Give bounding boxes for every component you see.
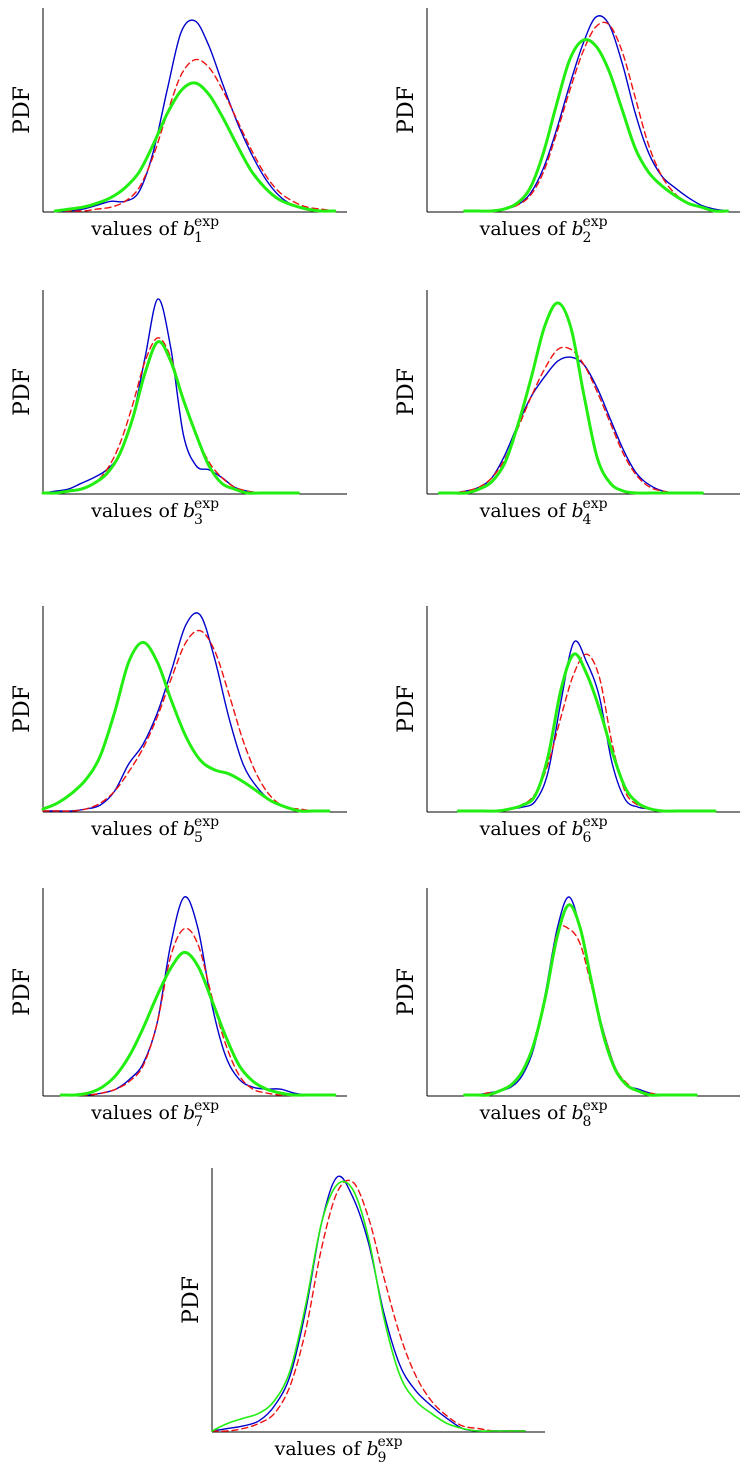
x-axis-label-text: values of xyxy=(479,1102,568,1124)
pdf-curve-series-2 xyxy=(463,925,697,1096)
pdf-curve-series-3 xyxy=(53,81,337,213)
pdf-curve-series-3 xyxy=(59,950,337,1097)
pdf-curve-series-1 xyxy=(54,19,336,212)
x-axis-label-text: values of xyxy=(90,500,179,522)
pdf-curve-series-1 xyxy=(42,298,300,494)
x-axis-label-variable: b xyxy=(572,218,584,240)
y-axis-label: PDF xyxy=(394,368,419,416)
x-axis-label-superscript: exp xyxy=(583,1098,608,1114)
pdf-curve-series-2 xyxy=(463,21,729,212)
x-axis-label-variable: b xyxy=(572,818,584,840)
pdf-curve-series-3 xyxy=(463,903,698,1097)
x-axis-label-text: values of xyxy=(479,500,568,522)
x-axis-label-subscript: 7 xyxy=(194,1114,203,1130)
pdf-curve-series-3 xyxy=(211,1180,526,1432)
x-axis-label-variable: b xyxy=(572,500,584,522)
x-axis-label-variable: b xyxy=(183,218,195,240)
x-axis-label-subscript: 5 xyxy=(194,830,203,846)
x-axis-label-superscript: exp xyxy=(583,214,608,230)
pdf-curve-series-2 xyxy=(211,1179,526,1432)
pdf-curve-series-2 xyxy=(60,927,336,1096)
pdf-curve-series-1 xyxy=(211,1175,526,1432)
y-axis-label: PDF xyxy=(394,968,419,1016)
pdf-curve-series-2 xyxy=(457,653,716,812)
x-axis-label-superscript: exp xyxy=(194,1098,219,1114)
x-axis-label-text: values of xyxy=(90,218,179,240)
x-axis-label-subscript: 6 xyxy=(583,830,592,846)
x-axis-label-subscript: 9 xyxy=(378,1450,387,1465)
pdf-curve-series-2 xyxy=(54,58,336,212)
x-axis-label-text: values of xyxy=(90,1102,179,1124)
y-axis-label: PDF xyxy=(10,685,35,733)
x-axis-label-text: values of xyxy=(90,818,179,840)
pdf-curve-series-1 xyxy=(457,640,716,812)
pdf-curve-series-2 xyxy=(438,346,704,494)
x-axis-label-variable: b xyxy=(572,1102,584,1124)
x-axis-label-text: values of xyxy=(274,1438,363,1460)
pdf-curve-series-1 xyxy=(438,356,704,494)
x-axis-label-subscript: 8 xyxy=(583,1114,592,1130)
y-axis-label: PDF xyxy=(179,1276,204,1324)
pdf-curve-series-3 xyxy=(41,340,300,495)
x-axis-label-variable: b xyxy=(183,1102,195,1124)
y-axis-label: PDF xyxy=(10,86,35,134)
pdf-curve-series-3 xyxy=(41,640,331,813)
x-axis-label-variable: b xyxy=(367,1438,379,1460)
x-axis-label-superscript: exp xyxy=(378,1434,403,1450)
x-axis-label-variable: b xyxy=(183,818,195,840)
pdf-curve-series-1 xyxy=(60,896,336,1096)
y-axis-label: PDF xyxy=(394,86,419,134)
pdf-curve-series-2 xyxy=(42,629,330,812)
x-axis-label-superscript: exp xyxy=(194,496,219,512)
y-axis-label: PDF xyxy=(394,685,419,733)
x-axis-label-variable: b xyxy=(183,500,195,522)
x-axis-label-subscript: 3 xyxy=(194,512,203,528)
x-axis-label-superscript: exp xyxy=(194,214,219,230)
pdf-curve-series-3 xyxy=(456,652,717,813)
x-axis-label-text: values of xyxy=(479,818,568,840)
pdf-curve-series-3 xyxy=(438,301,704,495)
x-axis-label-subscript: 4 xyxy=(583,512,592,528)
x-axis-label-subscript: 2 xyxy=(583,230,592,246)
x-axis-label-text: values of xyxy=(479,218,568,240)
x-axis-label-subscript: 1 xyxy=(194,230,203,246)
y-axis-label: PDF xyxy=(10,968,35,1016)
x-axis-label-superscript: exp xyxy=(583,496,608,512)
y-axis-label: PDF xyxy=(10,368,35,416)
x-axis-label-superscript: exp xyxy=(583,814,608,830)
x-axis-label-superscript: exp xyxy=(194,814,219,830)
pdf-curve-series-3 xyxy=(463,38,729,213)
